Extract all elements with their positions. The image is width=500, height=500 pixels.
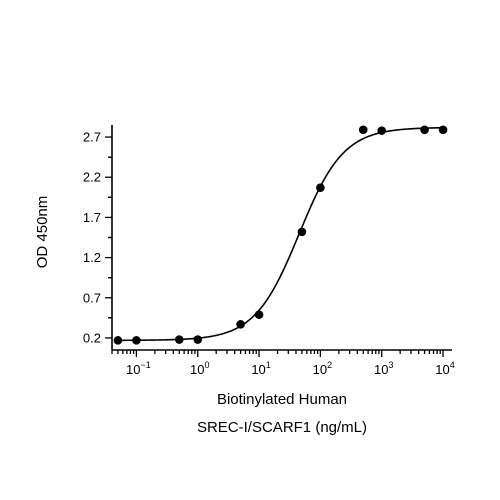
y-axis: 0.2 0.7 1.2 1.7 2.2 2.7 [83,125,113,350]
x-tick-label: 102 [313,360,332,377]
y-tick-label: 1.2 [83,250,101,265]
data-point [438,125,448,135]
data-point [358,125,368,135]
data-point [316,183,325,192]
x-axis: 10−1 100 101 102 103 104 [111,349,455,377]
x-axis-label-line-2: SREC-I/SCARF1 (ng/mL) [197,419,367,436]
y-tick-label: 0.7 [83,290,101,305]
data-point [377,126,387,135]
data-point [254,310,264,319]
y-tick-label: 2.2 [83,170,101,185]
fit-curve-layer [117,126,444,342]
data-points-layer [113,125,448,345]
x-tick-label: 104 [435,360,454,377]
y-tick-label: 0.2 [83,330,101,345]
x-axis-label-line-1: Biotinylated Human [217,391,347,408]
data-point [193,335,203,344]
x-tick-label: 101 [251,360,270,377]
data-point [174,335,184,344]
y-tick-label: 2.7 [83,130,101,145]
fit-curve [117,126,444,342]
y-tick-label: 1.7 [83,210,101,225]
data-point [297,227,307,237]
data-point [113,336,123,345]
x-tick-label: 100 [190,360,209,377]
x-tick-label: 103 [374,360,393,377]
data-point [132,336,141,345]
x-tick-label: 10−1 [126,360,151,377]
data-point [236,319,245,329]
data-point [420,125,429,135]
y-axis-label: OD 450nm [34,196,51,269]
